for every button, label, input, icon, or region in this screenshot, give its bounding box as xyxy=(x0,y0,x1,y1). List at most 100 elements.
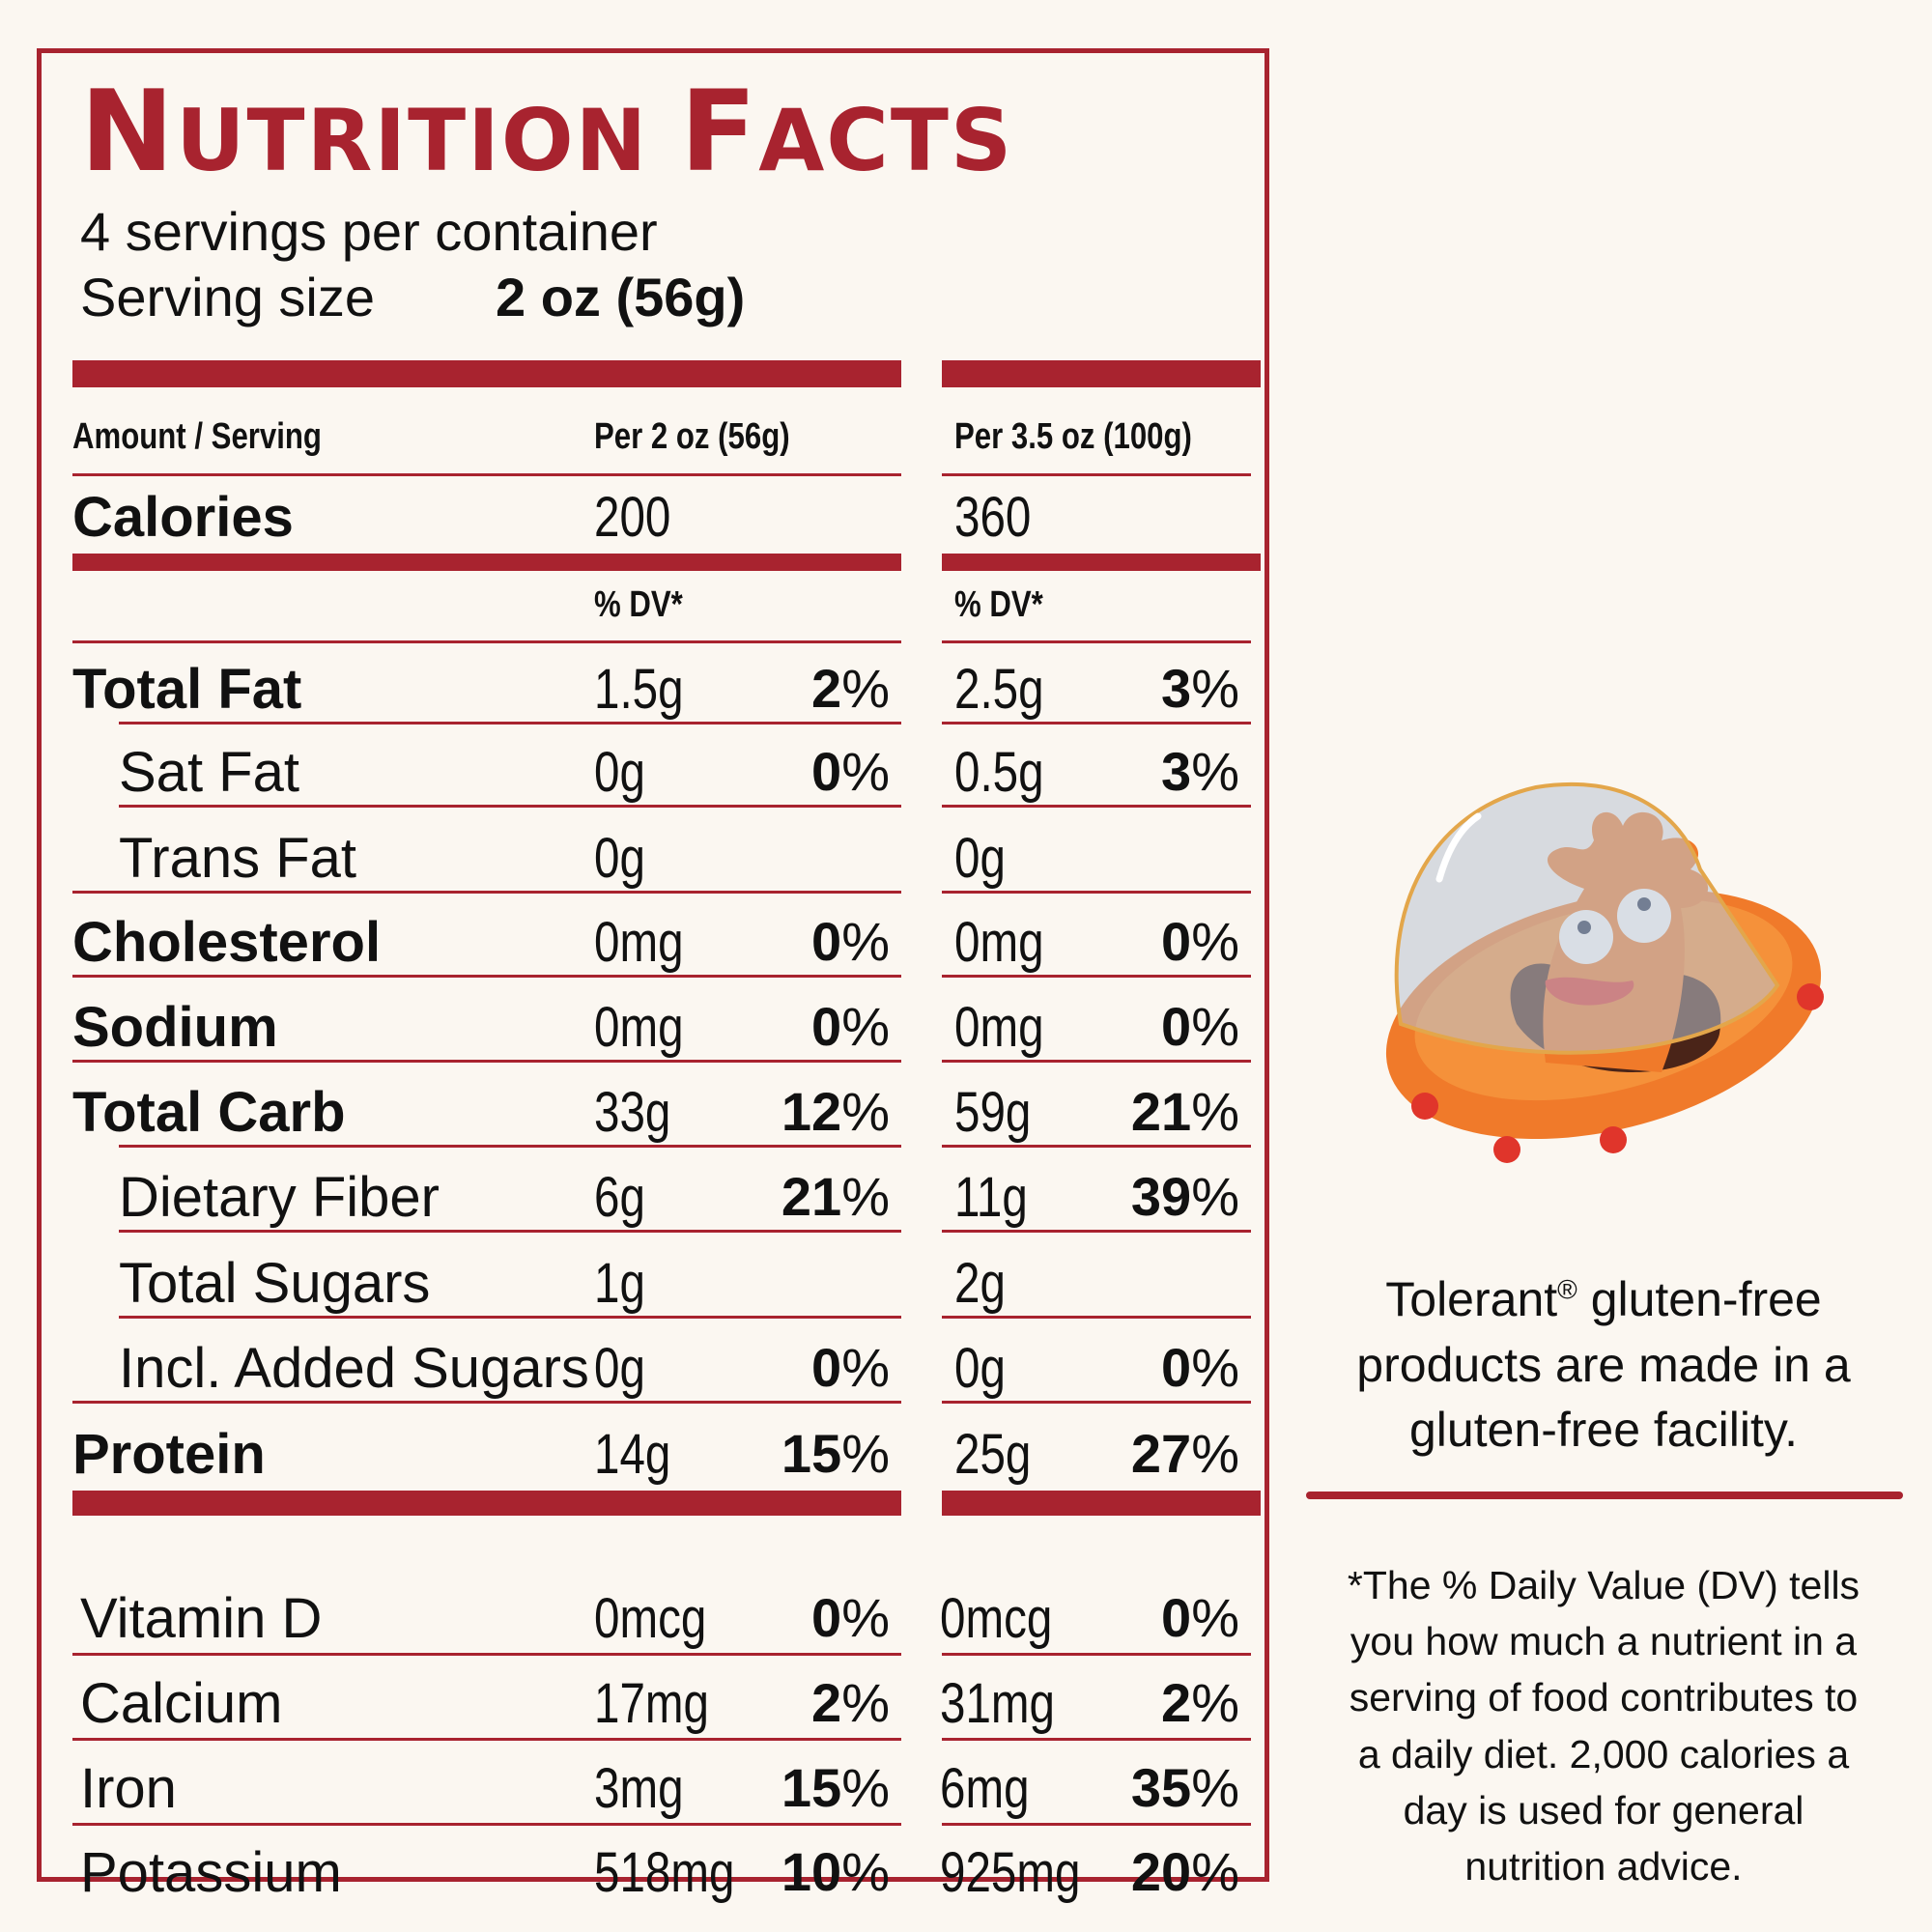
nutrient-amount-col2: 0.5g xyxy=(954,741,1044,804)
row-rule xyxy=(72,891,901,894)
nutrient-label: Cholesterol xyxy=(72,911,382,974)
serving-size: Serving size 2 oz (56g) xyxy=(80,266,745,328)
row-rule xyxy=(72,1401,901,1404)
vitamin-label: Vitamin D xyxy=(80,1587,323,1650)
vitamin-amount-col2: 0mcg xyxy=(940,1587,1053,1650)
row-rule xyxy=(119,722,901,724)
row-rule xyxy=(942,473,1251,476)
row-rule xyxy=(72,975,901,978)
nutrient-dv-col2: 0% xyxy=(1161,911,1239,972)
nutrient-dv-col1: 0% xyxy=(811,741,890,802)
row-rule xyxy=(72,1738,901,1741)
panel-title: NUTRITION FACTS xyxy=(80,67,1014,197)
nutrient-dv-col1: 0% xyxy=(811,996,890,1057)
nutrient-dv-col2: 21% xyxy=(1130,1081,1239,1142)
row-rule xyxy=(942,1738,1251,1741)
vitamin-label: Iron xyxy=(80,1757,177,1820)
thick-rule xyxy=(72,360,901,387)
nutrient-label: Total Carb xyxy=(72,1081,346,1144)
vitamin-amount-col1: 0mcg xyxy=(594,1587,707,1650)
nutrient-amount-col2: 0mg xyxy=(954,911,1044,974)
nutrient-dv-col1: 12% xyxy=(781,1081,890,1142)
nutrient-amount-col1: 33g xyxy=(594,1081,671,1144)
row-rule xyxy=(72,473,901,476)
thick-rule xyxy=(942,554,1261,571)
row-rule xyxy=(72,1653,901,1656)
row-rule xyxy=(119,1316,901,1319)
nutrient-dv-col1: 2% xyxy=(811,658,890,719)
vitamin-amount-col1: 3mg xyxy=(594,1757,684,1820)
vitamin-label: Potassium xyxy=(80,1841,342,1904)
row-rule xyxy=(942,722,1251,724)
row-rule xyxy=(119,805,901,808)
glass-dome xyxy=(1394,781,1780,1055)
thick-rule xyxy=(72,1491,901,1516)
nutrient-label: Dietary Fiber xyxy=(119,1166,440,1229)
amount-per-serving-header: Amount / Serving xyxy=(72,416,322,457)
footnote-line: you how much a nutrient in a xyxy=(1350,1619,1858,1664)
nutrient-amount-col1: 0g xyxy=(594,827,645,890)
footnote-line: *The % Daily Value (DV) tells xyxy=(1347,1563,1861,1607)
gluten-free-line-1: Tolerant® gluten-free xyxy=(1385,1272,1822,1326)
col1-header: Per 2 oz (56g) xyxy=(594,416,790,457)
serving-size-label: Serving size xyxy=(80,267,376,327)
calories-label: Calories xyxy=(72,486,294,549)
row-rule xyxy=(119,1230,901,1233)
row-rule xyxy=(72,1823,901,1826)
daily-value-footnote: *The % Daily Value (DV) tells you how mu… xyxy=(1304,1557,1903,1894)
nutrient-dv-col2: 3% xyxy=(1161,741,1239,802)
row-rule xyxy=(942,1060,1251,1063)
nutrient-amount-col2: 2.5g xyxy=(954,658,1044,721)
gluten-free-line-3: gluten-free facility. xyxy=(1408,1403,1799,1457)
thick-rule xyxy=(942,360,1261,387)
row-rule xyxy=(942,1401,1251,1404)
nutrient-amount-col1: 0mg xyxy=(594,996,684,1059)
thick-rule xyxy=(942,1491,1261,1516)
nutrient-amount-col2: 0g xyxy=(954,1337,1006,1400)
vitamin-dv-col2: 20% xyxy=(1130,1841,1239,1902)
col2-header: Per 3.5 oz (100g) xyxy=(954,416,1192,457)
vitamin-dv-col1: 10% xyxy=(781,1841,890,1902)
vitamin-dv-col2: 2% xyxy=(1161,1672,1239,1733)
nutrient-dv-col2: 3% xyxy=(1161,658,1239,719)
nutrient-label: Sat Fat xyxy=(119,741,299,804)
side-divider xyxy=(1306,1492,1903,1499)
nutrient-amount-col1: 1g xyxy=(594,1252,645,1315)
row-rule xyxy=(942,1145,1251,1148)
nutrient-dv-col1: 0% xyxy=(811,911,890,972)
row-rule xyxy=(942,1316,1251,1319)
row-rule xyxy=(119,1145,901,1148)
nutrient-label: Incl. Added Sugars xyxy=(119,1337,589,1400)
nutrient-amount-col1: 14g xyxy=(594,1423,671,1486)
footnote-line: a daily diet. 2,000 calories a xyxy=(1357,1731,1850,1776)
vitamin-amount-col1: 518mg xyxy=(594,1841,735,1904)
vitamin-amount-col2: 6mg xyxy=(940,1757,1030,1820)
nutrient-dv-col2: 27% xyxy=(1130,1423,1239,1484)
nutrient-label: Total Fat xyxy=(72,658,302,721)
nutrient-amount-col1: 1.5g xyxy=(594,658,684,721)
row-rule xyxy=(942,975,1251,978)
nutrient-dv-col2: 0% xyxy=(1161,1337,1239,1398)
nutrient-dv-col2: 0% xyxy=(1161,996,1239,1057)
nutrient-dv-col1: 15% xyxy=(781,1423,890,1484)
vitamin-amount-col1: 17mg xyxy=(594,1672,709,1735)
nutrient-label: Total Sugars xyxy=(119,1252,431,1315)
gluten-free-note: Tolerant® gluten-free products are made … xyxy=(1294,1267,1913,1463)
nutrient-amount-col1: 0g xyxy=(594,1337,645,1400)
dv-header-col1: % DV* xyxy=(594,584,683,625)
calories-col1: 200 xyxy=(594,486,671,549)
row-rule xyxy=(942,1823,1251,1826)
vitamin-dv-col1: 15% xyxy=(781,1757,890,1818)
thick-rule xyxy=(72,554,901,571)
nutrient-amount-col1: 0mg xyxy=(594,911,684,974)
row-rule xyxy=(942,1653,1251,1656)
gluten-free-line-2: products are made in a xyxy=(1356,1337,1851,1392)
nutrient-label: Protein xyxy=(72,1423,266,1486)
servings-per-container: 4 servings per container xyxy=(80,201,658,262)
footnote-line: day is used for general xyxy=(1403,1787,1804,1833)
nutrient-label: Trans Fat xyxy=(119,827,357,890)
vitamin-amount-col2: 31mg xyxy=(940,1672,1055,1735)
nutrient-dv-col1: 0% xyxy=(811,1337,890,1398)
nutrient-amount-col1: 0g xyxy=(594,741,645,804)
row-rule xyxy=(942,891,1251,894)
